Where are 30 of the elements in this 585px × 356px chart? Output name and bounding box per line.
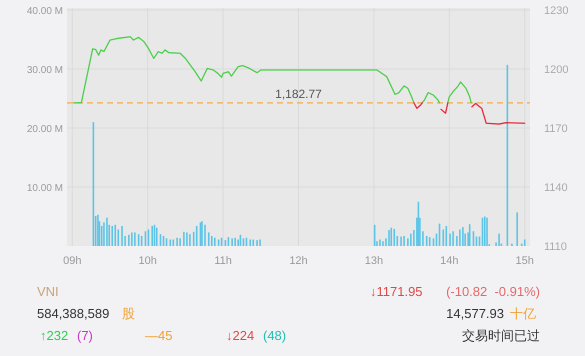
- text: (-10.82 -0.91%): [446, 284, 540, 299]
- text: (48): [263, 328, 286, 343]
- text: 交易时间已过: [462, 328, 540, 343]
- y-tick-label: 40.00 M: [26, 6, 63, 17]
- x-tick-label: 13h: [364, 255, 384, 267]
- x-tick-label: 10h: [138, 255, 157, 267]
- text: ↓1171.95: [370, 284, 423, 299]
- text: —45: [145, 328, 172, 343]
- text: (7): [77, 328, 93, 343]
- text: ↓224: [226, 328, 254, 343]
- y-tick-label: 30.00 M: [26, 65, 63, 76]
- text: 股: [122, 306, 135, 321]
- ref-line-label: 1,182.77: [275, 86, 322, 101]
- y2-tick-label: 1140: [544, 182, 568, 194]
- x-tick-label: 15h: [516, 255, 534, 267]
- y2-tick-label: 1200: [544, 64, 568, 76]
- text: VNI: [37, 284, 59, 299]
- x-tick-label: 09h: [63, 255, 82, 267]
- y-tick-label: 20.00 M: [26, 124, 63, 135]
- y2-tick-label: 1170: [544, 123, 568, 135]
- x-tick-label: 14h: [440, 255, 458, 267]
- text: 14,577.93: [446, 306, 504, 321]
- text: ↑232: [40, 328, 68, 343]
- text: 十亿: [510, 306, 536, 321]
- text: 584,388,589: [37, 306, 110, 321]
- x-tick-label: 11h: [214, 255, 232, 267]
- y-tick-label: 10.00 M: [26, 183, 63, 194]
- x-tick-label: 12h: [289, 255, 308, 267]
- y2-tick-label: 1110: [544, 241, 567, 253]
- y2-tick-label: 1230: [544, 5, 568, 17]
